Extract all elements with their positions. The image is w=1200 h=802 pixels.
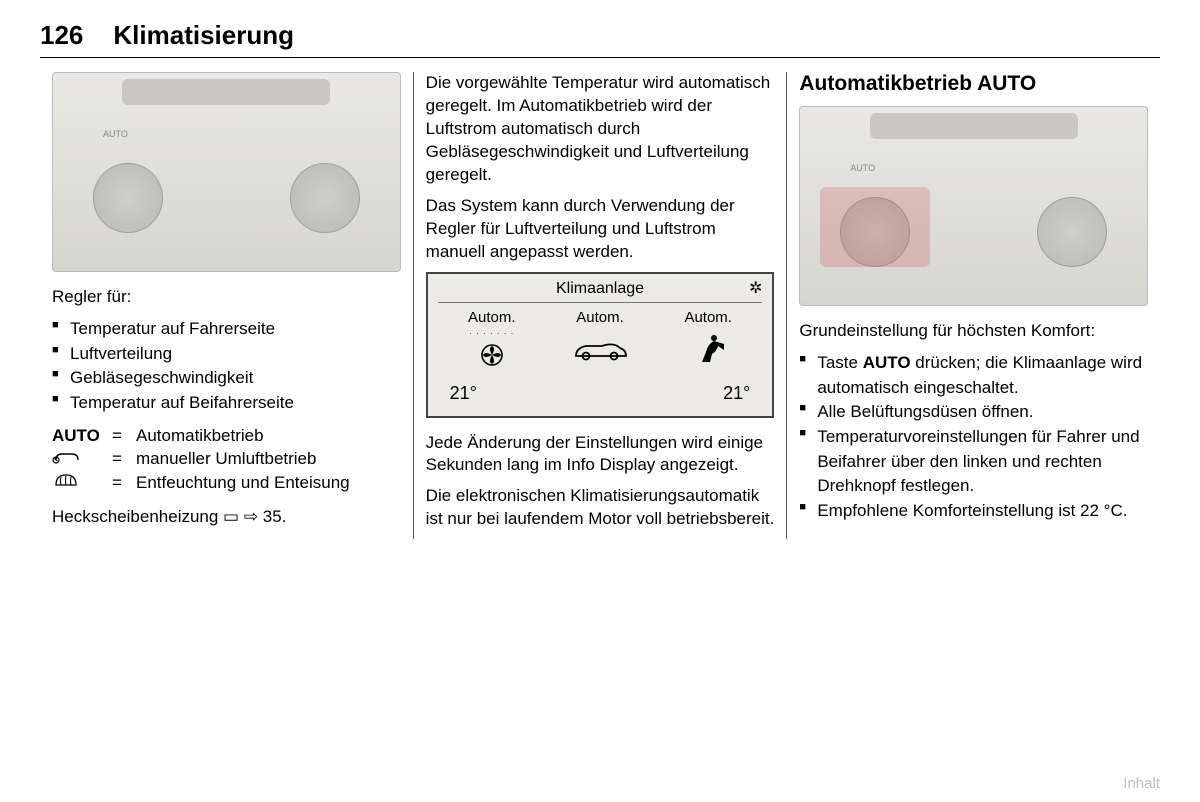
paragraph: Die vorgewählte Temperatur wird au­tomat… <box>426 72 775 187</box>
fan-icon: · · · · · · · <box>438 330 546 373</box>
paragraph: Das System kann durch Verwendung der Reg… <box>426 195 775 264</box>
list-item: Taste AUTO drücken; die Klima­anlage wir… <box>799 351 1148 400</box>
panel-label: Autom. <box>546 309 654 326</box>
page-title: Klimatisierung <box>113 20 294 51</box>
comfort-steps-list: Taste AUTO drücken; die Klima­anlage wir… <box>799 351 1148 523</box>
column-1: AUTO Regler für: Temperatur auf Fahrerse… <box>40 72 413 539</box>
gear-icon: ✲ <box>749 278 762 298</box>
climate-panel-photo-highlighted: AUTO <box>799 106 1148 306</box>
page-header: 126 Klimatisierung <box>40 20 1160 58</box>
intro-text: Grundeinstellung für höchsten Kom­fort: <box>799 320 1148 343</box>
paragraph: Jede Änderung der Einstellungen wird ein… <box>426 432 775 478</box>
rear-defrost-text: Heckscheibenheizung ▭ ⇨ 35. <box>52 506 401 529</box>
panel-title-text: Klimaanlage <box>556 280 644 297</box>
column-3: Automatikbetrieb AUTO AUTO Grundeinstell… <box>786 72 1160 539</box>
page-number: 126 <box>40 20 83 51</box>
list-item: Luftverteilung <box>52 342 401 367</box>
recirc-icon <box>52 447 112 471</box>
list-item: Empfohlene Komforteinstellung ist 22 °C. <box>799 499 1148 524</box>
definitions-table: AUTO = Automatikbetrieb = manueller Umlu… <box>52 424 401 496</box>
list-item: Temperatur auf Fahrerseite <box>52 317 401 342</box>
list-item: Alle Belüftungsdüsen öffnen. <box>799 400 1148 425</box>
list-item: Temperatur auf Beifahrerseite <box>52 391 401 416</box>
def-val: manueller Umluftbetrieb <box>136 447 401 471</box>
def-key-auto: AUTO <box>52 426 100 445</box>
list-item: Temperaturvoreinstellungen für Fahrer un… <box>799 425 1148 499</box>
section-heading: Automatikbetrieb AUTO <box>799 72 1148 96</box>
regler-label: Regler für: <box>52 286 401 309</box>
person-icon <box>654 332 762 371</box>
defrost-icon <box>52 471 112 496</box>
panel-label: Autom. <box>654 309 762 326</box>
def-val: Automatikbetrieb <box>136 424 401 448</box>
car-icon <box>546 334 654 369</box>
temp-left: 21° <box>450 383 477 404</box>
paragraph: Die elektronischen Klimatisierungs­autom… <box>426 485 775 531</box>
info-display-panel: Klimaanlage ✲ Autom. Autom. Autom. · · ·… <box>426 272 775 418</box>
climate-panel-photo: AUTO <box>52 72 401 272</box>
list-item: Gebläsegeschwindigkeit <box>52 366 401 391</box>
footer-link[interactable]: Inhalt <box>1123 775 1160 792</box>
panel-label: Autom. <box>438 309 546 326</box>
temp-right: 21° <box>723 383 750 404</box>
def-val: Entfeuchtung und Ent­eisung <box>136 471 401 496</box>
regler-list: Temperatur auf Fahrerseite Luftverteilun… <box>52 317 401 416</box>
column-2: Die vorgewählte Temperatur wird au­tomat… <box>413 72 787 539</box>
